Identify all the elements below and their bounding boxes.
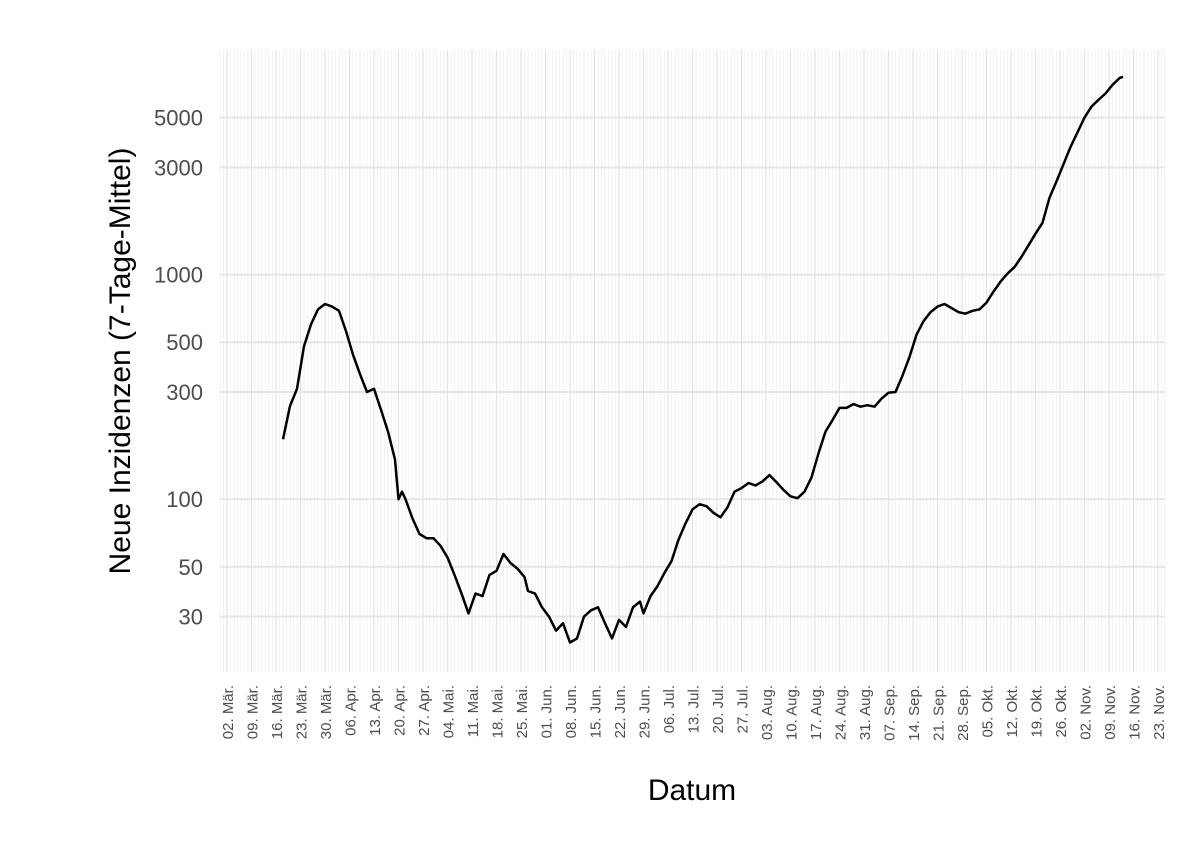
x-tick-label: 20. Jul. — [710, 685, 727, 733]
x-tick-label: 19. Okt. — [1029, 685, 1046, 738]
x-tick-label: 27. Jul. — [735, 685, 752, 733]
x-tick-label: 13. Jul. — [686, 685, 703, 733]
y-tick-label: 1000 — [154, 263, 203, 288]
x-tick-label: 08. Jun. — [563, 685, 580, 738]
x-tick-label: 29. Jun. — [637, 685, 654, 738]
y-axis-title: Neue Inzidenzen (7-Tage-Mittel) — [104, 148, 137, 575]
y-tick-label: 300 — [166, 380, 203, 405]
y-tick-label: 500 — [166, 330, 203, 355]
data-line — [281, 75, 1124, 644]
x-tick-label: 30. Mär. — [318, 685, 335, 739]
x-tick-label: 31. Aug. — [857, 685, 874, 740]
x-tick-label: 05. Okt. — [980, 685, 997, 738]
grid — [219, 50, 1166, 672]
x-axis-title: Datum — [648, 774, 736, 807]
x-tick-label: 23. Mär. — [294, 685, 311, 739]
x-tick-label: 07. Sep. — [882, 685, 899, 741]
x-tick-label: 02. Mär. — [220, 685, 237, 739]
x-tick-label: 16. Nov. — [1127, 685, 1144, 740]
y-tick-label: 100 — [166, 487, 203, 512]
x-tick-label: 18. Mai. — [490, 685, 507, 738]
x-tick-label: 15. Jun. — [588, 685, 605, 738]
x-tick-label: 11. Mai. — [465, 685, 482, 737]
x-tick-label: 28. Sep. — [955, 685, 972, 741]
x-tick-label: 10. Aug. — [784, 685, 801, 740]
x-tick-label: 16. Mär. — [269, 685, 286, 739]
x-tick-label: 04. Mai. — [441, 685, 458, 738]
x-tick-label: 09. Mär. — [245, 685, 262, 739]
y-tick-label: 5000 — [154, 106, 203, 131]
x-tick-label: 20. Apr. — [392, 685, 409, 736]
x-tick-label: 06. Apr. — [343, 685, 360, 736]
x-tick-label: 27. Apr. — [416, 685, 433, 736]
x-tick-label: 22. Jun. — [612, 685, 629, 738]
x-tick-label: 01. Jun. — [539, 685, 556, 738]
x-tick-label: 02. Nov. — [1078, 685, 1095, 740]
x-tick-label: 09. Nov. — [1102, 685, 1119, 740]
y-tick-label: 3000 — [154, 155, 203, 180]
x-tick-label: 26. Okt. — [1053, 685, 1070, 738]
x-tick-label: 12. Okt. — [1004, 685, 1021, 738]
x-tick-label: 14. Sep. — [906, 685, 923, 741]
x-tick-label: 23. Nov. — [1151, 685, 1168, 740]
x-tick-label: 21. Sep. — [931, 685, 948, 741]
x-tick-label: 13. Apr. — [367, 685, 384, 736]
x-tick-label: 03. Aug. — [759, 685, 776, 740]
x-tick-label: 06. Jul. — [661, 685, 678, 733]
y-tick-label: 50 — [179, 555, 203, 580]
x-tick-label: 17. Aug. — [808, 685, 825, 740]
x-tick-label: 25. Mai. — [514, 685, 531, 738]
x-tick-label: 24. Aug. — [833, 685, 850, 740]
y-tick-label: 30 — [179, 605, 203, 630]
